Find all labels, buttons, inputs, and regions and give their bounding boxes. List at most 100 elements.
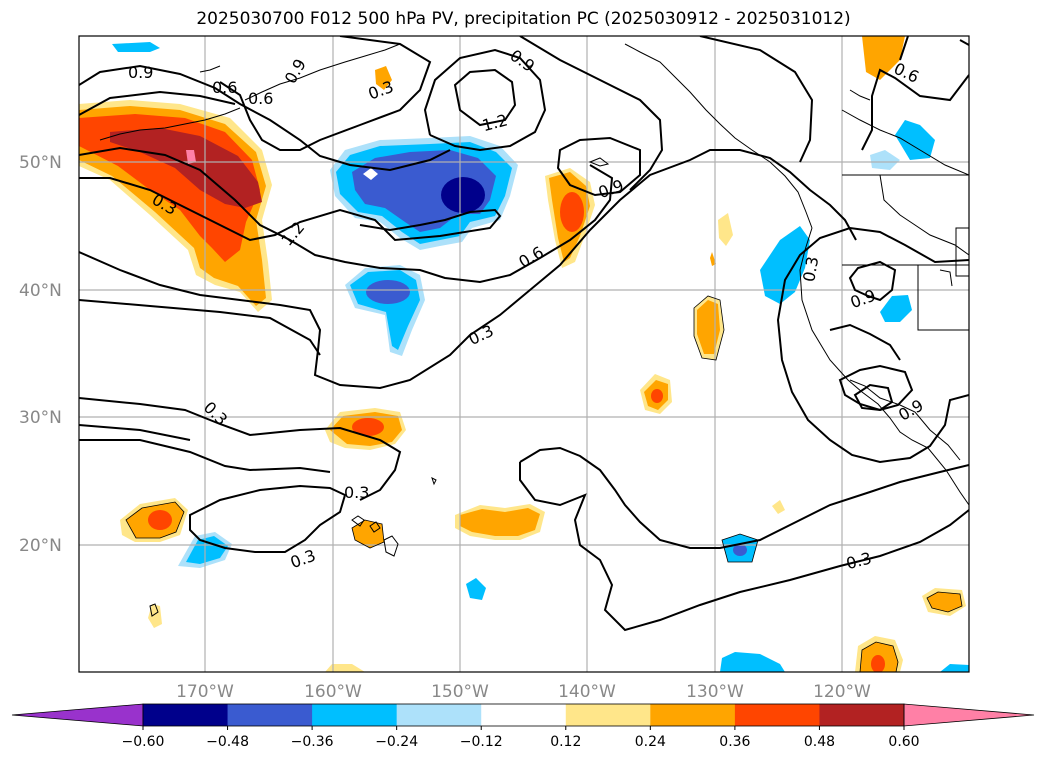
precip-negative-region	[940, 664, 969, 672]
lat-label: 40°N	[19, 281, 62, 301]
colorbar-segment	[650, 704, 736, 726]
pv-contour-line	[861, 68, 969, 151]
contour-label: 0.9	[128, 63, 153, 82]
colorbar-segment	[143, 704, 229, 726]
precip-positive-region	[560, 192, 584, 232]
precip-negative-region	[870, 150, 900, 170]
pv-contour-line	[79, 439, 331, 473]
pv-contour-line	[519, 446, 969, 549]
colorbar-tick-label: −0.48	[206, 734, 249, 750]
lon-label: 170°W	[176, 682, 234, 702]
colorbar-tick-label: 0.48	[804, 734, 835, 750]
precip-positive-region	[352, 520, 384, 548]
precip-negative-region	[895, 120, 935, 160]
contour-label: 0.3	[344, 483, 369, 502]
pv-contour-line	[838, 364, 914, 412]
precip-negative-region	[366, 280, 410, 304]
latitude-labels: 50°N 40°N 30°N 20°N	[19, 153, 62, 556]
precip-positive-region	[110, 128, 262, 208]
pv-contour-line	[79, 299, 321, 356]
precip-positive-region	[460, 508, 540, 536]
precip-positive-region	[927, 592, 962, 612]
colorbar-tick-label: 0.24	[635, 734, 666, 750]
colorbar-over-triangle	[903, 703, 1035, 727]
pv-contour-line	[79, 424, 191, 441]
precip-positive-region	[352, 418, 384, 436]
pv-contour-line	[899, 36, 909, 61]
pv-contour-line	[79, 146, 614, 284]
precip-positive-region	[871, 655, 885, 672]
figure-title: 2025030700 F012 500 hPa PV, precipitatio…	[196, 9, 851, 29]
coastlines	[99, 43, 969, 617]
pv-contour-line	[79, 177, 502, 242]
pv-contour-line	[79, 397, 402, 501]
colorbar-segment	[227, 704, 313, 726]
precip-positive-region	[148, 604, 162, 628]
pv-contour-line	[453, 68, 517, 127]
precip-positive-region	[697, 300, 720, 354]
precip-positive-region	[375, 66, 392, 90]
pv-contour-line	[848, 260, 897, 302]
contour-label: 0.6	[212, 78, 237, 97]
contour-label: 0.6	[248, 89, 273, 108]
colorbar-segment	[481, 704, 567, 726]
precip-negative-region	[466, 578, 486, 600]
lon-label: 160°W	[304, 682, 362, 702]
pv-contour-line	[699, 36, 814, 163]
lat-label: 50°N	[19, 153, 62, 173]
colorbar-segment	[734, 704, 820, 726]
precip-negative-region	[112, 42, 160, 52]
pv-contour-line	[519, 36, 664, 191]
colorbar-segment	[565, 704, 651, 726]
precip-negative-region	[720, 652, 785, 672]
precip-positive-region	[148, 510, 172, 530]
colorbar-segment	[819, 704, 905, 726]
precip-outlines	[125, 295, 963, 672]
pv-contour-line	[776, 226, 969, 464]
colorbar-segment	[396, 704, 482, 726]
pv-contour-line	[79, 90, 236, 116]
precip-positive-region	[325, 664, 365, 672]
colorbar-segment	[312, 704, 398, 726]
contour-label: 0.3	[799, 255, 822, 283]
precip-negative-region	[363, 168, 378, 180]
colorbar-tick-label: −0.36	[291, 734, 334, 750]
colorbar: −0.60 −0.48 −0.36 −0.24 −0.12 0.12 0.24 0.36 0.4…	[11, 703, 1035, 750]
pv-contours	[79, 36, 969, 632]
pv-contour-line	[189, 484, 347, 553]
precip-positive-region	[186, 150, 196, 164]
precip-positive-region	[862, 36, 905, 80]
map-frame	[78, 35, 970, 673]
pv-contour-line	[79, 64, 451, 172]
pv-contour-line	[959, 39, 969, 46]
colorbar-tick-label: 0.36	[719, 734, 750, 750]
pv-contour-line	[519, 462, 969, 632]
pv-contour-line	[423, 48, 547, 152]
precip-negative-region	[880, 295, 912, 322]
precip-positive-region	[651, 389, 663, 403]
colorbar-under-triangle	[11, 703, 144, 727]
colorbar-tick-label: 0.12	[550, 734, 581, 750]
map-gridlines	[79, 36, 969, 672]
precip-positive-region	[772, 500, 785, 514]
precip-positive-region	[718, 213, 733, 246]
colorbar-tick-label: −0.60	[122, 734, 165, 750]
colorbar-frame	[142, 703, 905, 727]
precip-negative-region	[733, 544, 747, 556]
lon-label: 130°W	[686, 682, 744, 702]
pv-contour-line	[853, 383, 894, 412]
lat-label: 30°N	[19, 408, 62, 428]
colorbar-tick-label: 0.60	[888, 734, 919, 750]
lat-label: 20°N	[19, 536, 62, 556]
lon-label: 150°W	[431, 682, 489, 702]
pv-contour-line	[79, 149, 857, 390]
longitude-labels: 170°W 160°W 150°W 140°W 130°W 120°W	[176, 682, 871, 702]
pv-contour-line	[556, 136, 641, 197]
pv-contour-line	[219, 36, 432, 151]
precip-negative-region	[186, 536, 228, 564]
lon-label: 120°W	[813, 682, 871, 702]
pv-contour-line	[829, 323, 901, 361]
precip-negative-region	[441, 177, 485, 213]
precip-negative-region	[760, 226, 810, 304]
